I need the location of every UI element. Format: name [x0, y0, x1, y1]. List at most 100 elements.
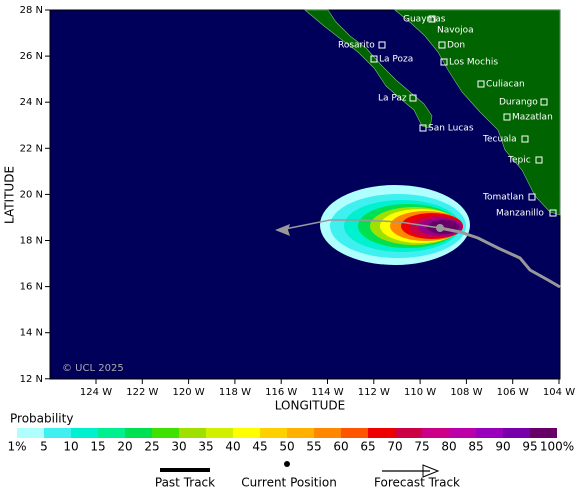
x-tick-label: 108 W	[450, 387, 482, 398]
scale-swatch	[179, 428, 206, 438]
city-label: Tepic	[507, 156, 531, 166]
x-tick-label: 124 W	[80, 387, 112, 398]
x-tick-label: 104 W	[543, 387, 575, 398]
scale-label: 95	[522, 440, 537, 454]
city-marker	[438, 41, 446, 49]
scale-swatch	[125, 428, 152, 438]
scale-label: 50	[279, 440, 294, 454]
y-tick-label: 16 N	[20, 282, 43, 293]
city-marker	[503, 113, 511, 121]
scale-label: 60	[333, 440, 348, 454]
scale-swatch	[395, 428, 422, 438]
x-tick-label: 116 W	[265, 387, 297, 398]
city-marker	[521, 135, 529, 143]
city-marker	[428, 15, 436, 23]
scale-swatch	[449, 428, 476, 438]
scale-label: 10	[63, 440, 78, 454]
city-marker	[419, 124, 427, 132]
past-track	[439, 226, 561, 289]
scale-swatch	[71, 428, 98, 438]
y-tick-label: 20 N	[20, 189, 43, 200]
city-label: Los Mochis	[449, 58, 498, 68]
city-label: Tecuala	[482, 135, 517, 145]
legend-item: Forecast Track	[374, 476, 460, 490]
scale-swatch	[17, 428, 44, 438]
scale-label: 30	[171, 440, 186, 454]
scale-swatch	[98, 428, 125, 438]
city-label: Mazatlan	[512, 113, 553, 123]
scale-label: 100%	[540, 440, 574, 454]
city-label: Durango	[499, 98, 538, 108]
city-label: San Lucas	[428, 124, 474, 134]
copyright: © UCL 2025	[62, 363, 124, 374]
y-tick-label: 28 N	[20, 5, 43, 16]
forecast-track	[284, 219, 441, 230]
y-tick-label: 18 N	[20, 236, 43, 247]
scale-label: 45	[252, 440, 267, 454]
city-marker	[535, 156, 543, 164]
city-label: Don	[447, 41, 465, 51]
y-tick-label: 26 N	[20, 51, 43, 62]
scale-swatch	[287, 428, 314, 438]
forecast-arrow-key	[422, 464, 440, 478]
y-axis-label: LATITUDE	[3, 166, 17, 224]
city-marker	[540, 98, 548, 106]
scale-swatch	[422, 428, 449, 438]
city-marker	[409, 94, 417, 102]
x-tick-label: 118 W	[219, 387, 251, 398]
scale-swatch	[503, 428, 530, 438]
scale-label: 55	[306, 440, 321, 454]
y-tick-label: 22 N	[20, 143, 43, 154]
scale-label: 40	[225, 440, 240, 454]
scale-swatch	[476, 428, 503, 438]
scale-label: 65	[360, 440, 375, 454]
current-position	[436, 224, 444, 232]
scale-swatch	[233, 428, 260, 438]
scale-label: 80	[441, 440, 456, 454]
legend-title: Probability	[10, 412, 73, 426]
forecast-arrowhead	[275, 224, 290, 236]
y-tick-label: 24 N	[20, 97, 43, 108]
x-axis-label: LONGITUDE	[275, 399, 345, 413]
scale-label: 85	[468, 440, 483, 454]
city-label: La Poza	[379, 55, 413, 65]
x-tick-label: 114 W	[311, 387, 343, 398]
city-label: Tomatlan	[482, 193, 524, 203]
x-tick-label: 120 W	[173, 387, 205, 398]
legend-item: Past Track	[155, 476, 215, 490]
scale-label: 5	[40, 440, 48, 454]
scale-label: 75	[414, 440, 429, 454]
city-label: Culiacan	[486, 80, 525, 90]
y-tick-label: 12 N	[20, 374, 43, 385]
current-position-key	[284, 461, 290, 467]
scale-swatch	[341, 428, 368, 438]
scale-label: 1%	[7, 440, 26, 454]
city-label: Manzanillo	[496, 209, 544, 219]
city-marker	[370, 55, 378, 63]
scale-label: 90	[495, 440, 510, 454]
x-tick-label: 112 W	[358, 387, 390, 398]
scale-label: 70	[387, 440, 402, 454]
x-tick-label: 110 W	[404, 387, 436, 398]
scale-swatch	[44, 428, 71, 438]
city-marker	[378, 41, 386, 49]
scale-swatch	[260, 428, 287, 438]
scale-label: 20	[117, 440, 132, 454]
scale-swatch	[314, 428, 341, 438]
city-label: Navojoa	[437, 26, 474, 36]
y-tick-label: 14 N	[20, 328, 43, 339]
scale-swatch	[206, 428, 233, 438]
scale-swatch	[368, 428, 395, 438]
legend-item: Current Position	[241, 476, 337, 490]
city-marker	[477, 80, 485, 88]
probability-swath	[320, 185, 470, 265]
mainland	[394, 9, 561, 216]
baja-peninsula	[304, 9, 433, 129]
city-marker	[528, 193, 536, 201]
city-marker	[549, 209, 557, 217]
city-label: Guaymas	[403, 15, 446, 25]
scale-label: 15	[90, 440, 105, 454]
city-label: Rosarito	[338, 41, 375, 51]
